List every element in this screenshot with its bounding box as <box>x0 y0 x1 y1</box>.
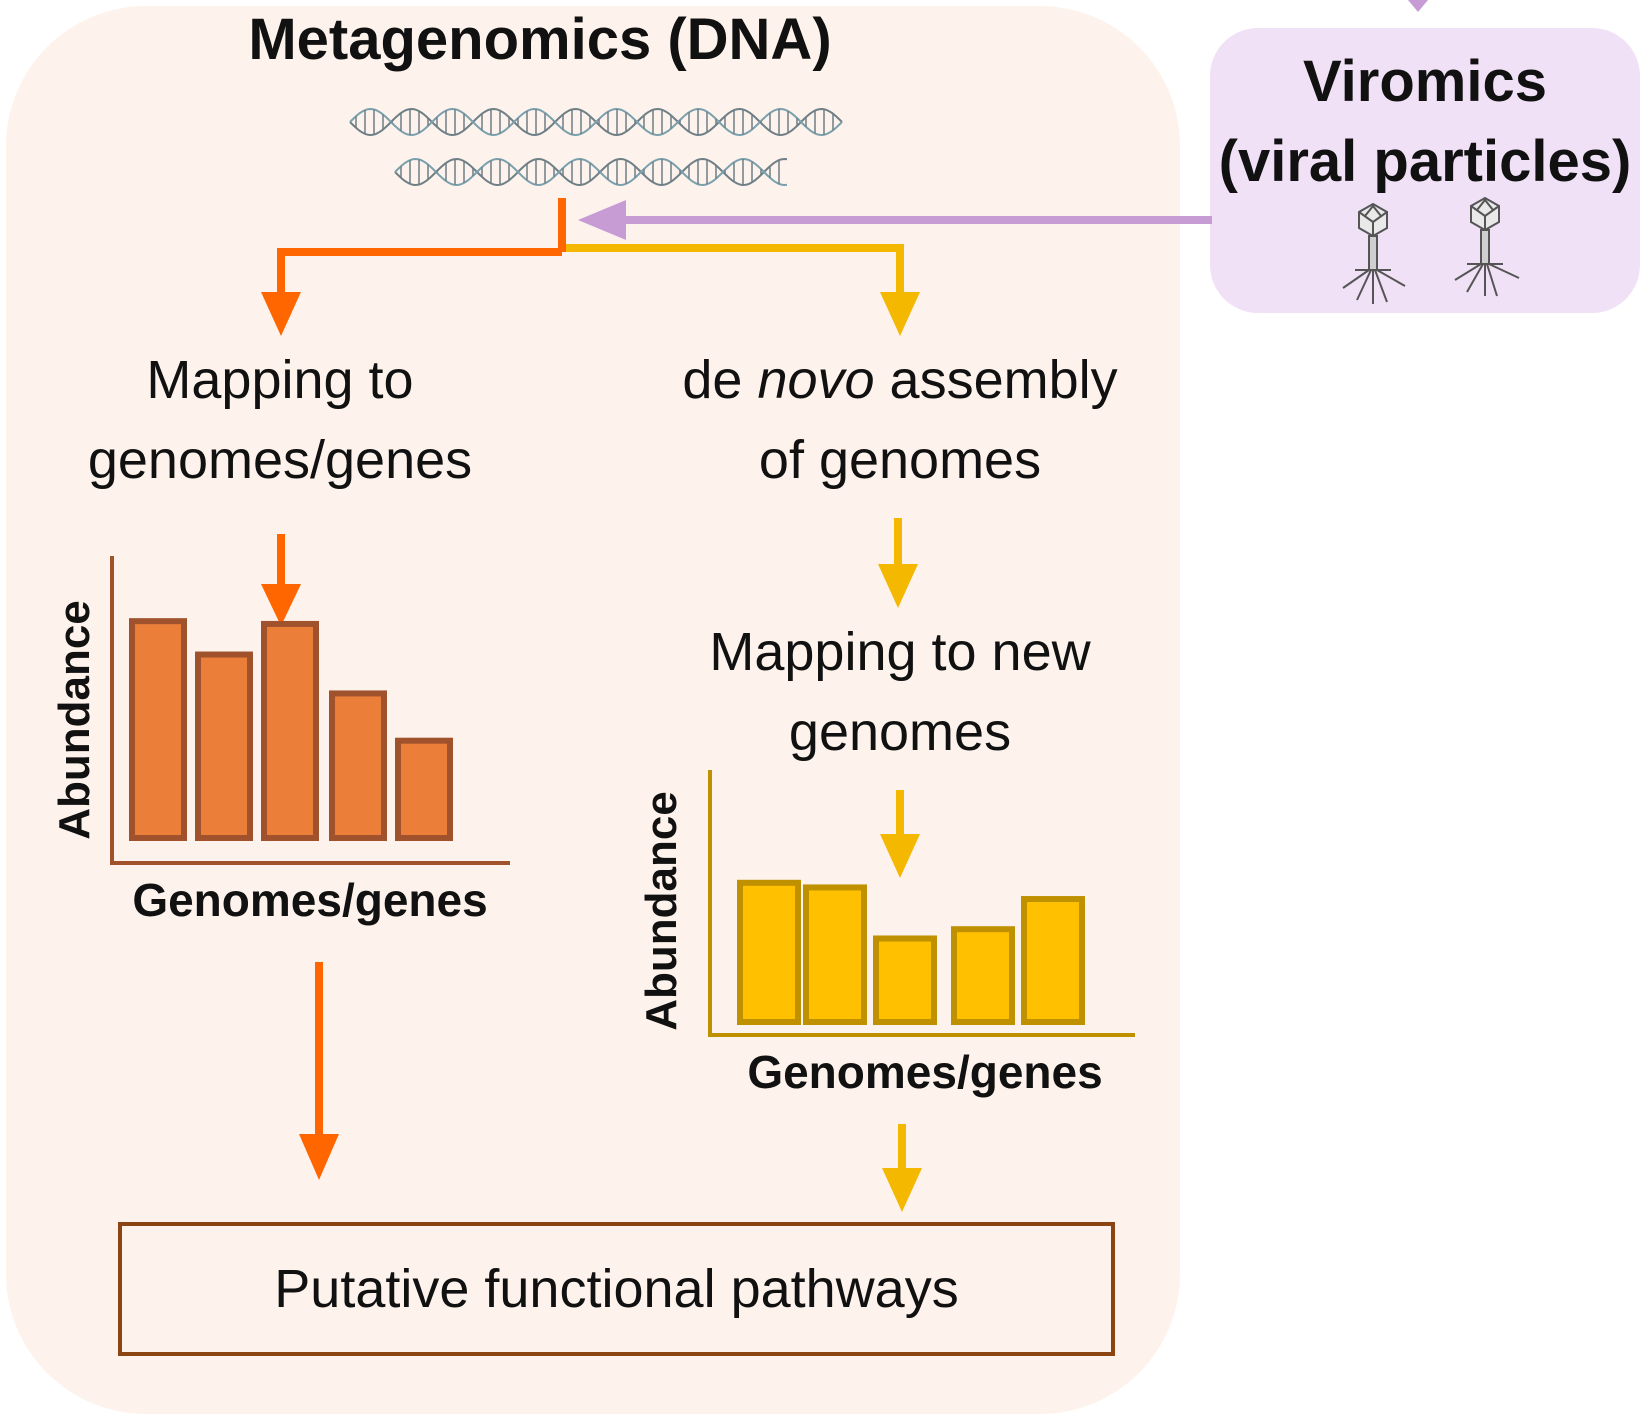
left-arrow-to-result <box>299 962 339 1180</box>
right-step2-line1: Mapping to new <box>709 622 1091 682</box>
result-label: Putative functional pathways <box>274 1259 959 1319</box>
viromics-top-arrowhead <box>1408 0 1428 12</box>
left-chart-bar-2 <box>195 651 253 842</box>
viromics-to-dna-arrow <box>578 200 1212 240</box>
right-step-line1-em: novo <box>757 350 875 410</box>
right-chart-bar-2 <box>803 884 867 1025</box>
viromics-title-line2: (viral particles) <box>1218 129 1632 194</box>
right-chart-bar-4 <box>951 926 1015 1026</box>
viromics-panel <box>1210 28 1640 313</box>
right-chart-xlabel: Genomes/genes <box>747 1046 1103 1098</box>
bacteriophage-icon <box>1342 202 1406 304</box>
right-step-line1: de novo assembly <box>640 340 1160 420</box>
dna-helix-icon <box>394 157 788 187</box>
right-chart-bar-5 <box>1021 896 1085 1025</box>
right-chart-bar-3 <box>873 935 937 1025</box>
right-arrow-to-result <box>882 1124 922 1212</box>
right-chart-bar-1 <box>737 879 801 1025</box>
right-step-line2: of genomes <box>758 430 1042 490</box>
right-arrow-to-chart <box>880 790 920 878</box>
viromics-title-line1: Viromics <box>1303 49 1547 114</box>
left-chart-bar-1 <box>129 618 187 841</box>
split-yellow-arrow <box>566 244 920 336</box>
left-bar-chart <box>110 556 510 865</box>
right-arrow-to-mapping <box>878 518 918 608</box>
split-orange-arrow <box>261 198 566 336</box>
result-box <box>118 1222 1115 1356</box>
metagenomics-title: Metagenomics (DNA) <box>248 7 832 72</box>
right-step-line1-post: assembly <box>874 350 1118 410</box>
left-chart-xlabel: Genomes/genes <box>132 874 488 926</box>
right-chart-ylabel: Abundance <box>637 791 686 1031</box>
left-chart-bar-3 <box>261 620 319 841</box>
left-step-line2: genomes/genes <box>87 430 473 490</box>
metagenomics-panel <box>6 6 1180 1414</box>
dna-helix-icon <box>349 107 843 137</box>
right-bar-chart <box>708 770 1135 1037</box>
left-chart-bar-5 <box>395 737 453 842</box>
left-chart-bar-4 <box>329 690 387 841</box>
right-step2-line2: genomes <box>788 702 1012 762</box>
left-step-line1: Mapping to <box>146 350 414 410</box>
bacteriophage-icon <box>1454 196 1520 297</box>
left-chart-ylabel: Abundance <box>50 600 99 840</box>
left-arrow-to-chart <box>261 534 301 626</box>
right-step-line1-pre: de <box>682 350 758 410</box>
